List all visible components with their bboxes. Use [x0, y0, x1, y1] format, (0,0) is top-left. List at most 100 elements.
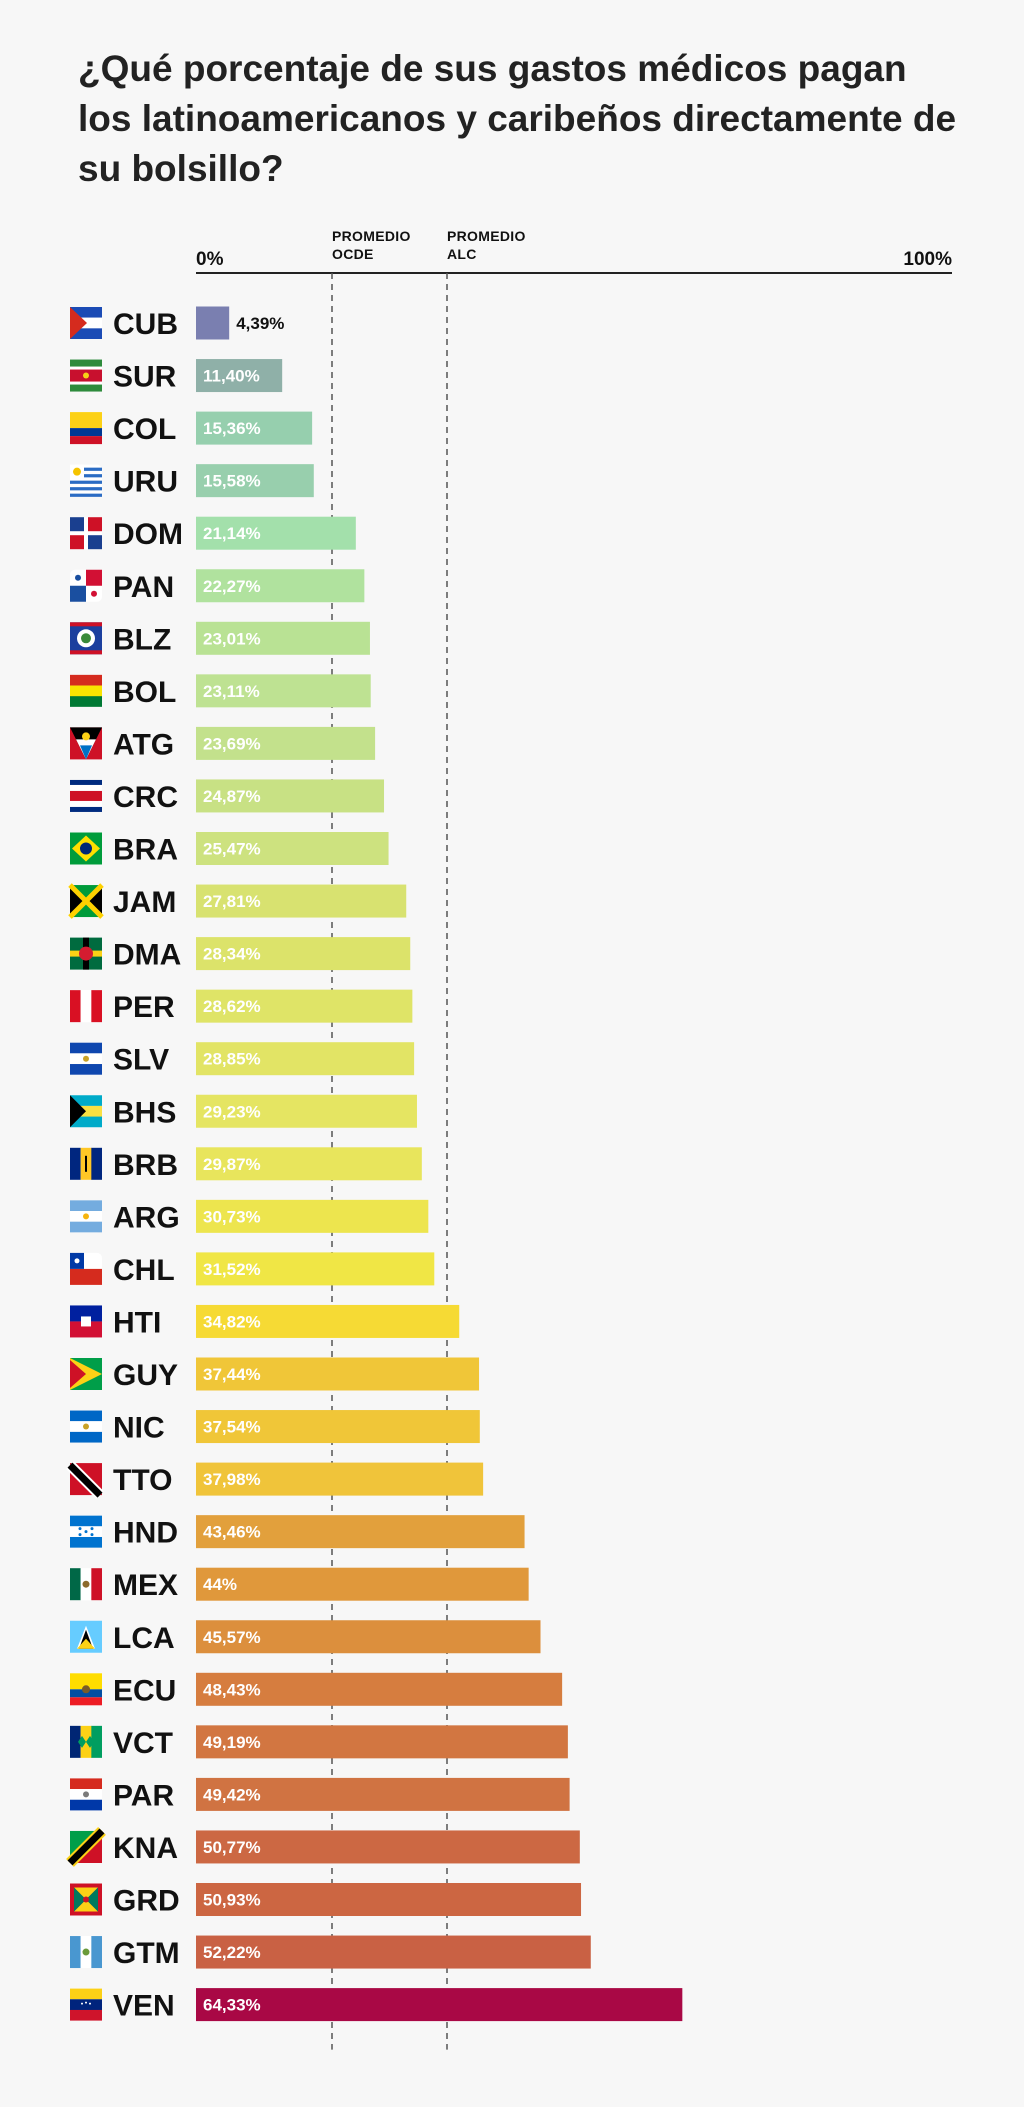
bar-value-label: 48,43% [203, 1680, 261, 1699]
dominica-flag-icon [70, 937, 102, 970]
country-code-label: ATG [113, 728, 174, 761]
bar [196, 674, 371, 708]
saint-lucia-flag-icon [70, 1620, 102, 1653]
bar [196, 516, 356, 550]
bar-value-label: 44% [203, 1575, 237, 1594]
paraguay-flag-icon [70, 1778, 102, 1811]
country-code-label: DMA [113, 939, 181, 972]
country-code-label: BHS [113, 1096, 176, 1129]
bar-value-label: 27,81% [203, 892, 261, 911]
country-code-label: CRC [113, 781, 178, 814]
country-code-label: ARG [113, 1201, 180, 1234]
bar [196, 1410, 480, 1444]
bar-value-label: 28,62% [203, 997, 261, 1016]
country-code-label: HND [113, 1517, 178, 1550]
bar [196, 779, 385, 813]
country-code-label: BLZ [113, 623, 171, 656]
bar [196, 1042, 415, 1076]
bar [196, 464, 314, 498]
antigua-and-barbuda-flag-icon [70, 727, 102, 760]
saint-vincent-flag-icon [70, 1725, 102, 1758]
bar [196, 1515, 525, 1549]
bar-value-label: 25,47% [203, 840, 261, 859]
country-code-label: ECU [113, 1674, 176, 1707]
chart-title: ¿Qué porcentaje de sus gastos médicos pa… [78, 48, 957, 189]
bar [196, 1094, 417, 1128]
brazil-flag-icon [70, 832, 102, 865]
bar [196, 1672, 563, 1706]
bar [196, 1567, 529, 1601]
bar [196, 1199, 429, 1233]
bar [196, 359, 283, 393]
bar-value-label: 23,01% [203, 629, 261, 648]
reference-label-line1: PROMEDIO [447, 228, 526, 244]
haiti-flag-icon [70, 1305, 102, 1338]
country-code-label: LCA [113, 1622, 175, 1655]
country-code-label: JAM [113, 886, 176, 919]
bar [196, 832, 389, 865]
bar [196, 989, 413, 1023]
belize-flag-icon [70, 622, 102, 655]
bar [196, 1147, 422, 1181]
reference-label-line2: OCDE [332, 246, 374, 262]
reference-label-line1: PROMEDIO [332, 228, 411, 244]
bar-value-label: 4,39% [236, 314, 284, 333]
jamaica-flag-icon [68, 883, 104, 919]
bar [196, 306, 230, 340]
bar [196, 1988, 683, 2022]
bar-value-label: 23,69% [203, 734, 261, 753]
bar [196, 1304, 460, 1338]
bar-value-label: 21,14% [203, 524, 261, 543]
suriname-flag-icon [70, 359, 102, 392]
country-code-label: SLV [113, 1044, 169, 1077]
bar-value-label: 29,87% [203, 1155, 261, 1174]
bar-value-label: 43,46% [203, 1523, 261, 1542]
bar [196, 1777, 570, 1811]
el-salvador-flag-icon [70, 1042, 102, 1075]
country-code-label: COL [113, 413, 176, 446]
bar [196, 937, 411, 971]
country-code-label: VEN [113, 1990, 175, 2023]
country-code-label: MEX [113, 1569, 178, 1602]
bar [196, 621, 370, 655]
bar-value-label: 28,34% [203, 945, 261, 964]
bar [196, 1357, 480, 1391]
argentina-flag-icon [70, 1200, 102, 1233]
mexico-flag-icon [70, 1568, 102, 1601]
bolivia-flag-icon [70, 674, 102, 707]
bahamas-flag-icon [70, 1095, 102, 1128]
bar-value-label: 34,82% [203, 1312, 261, 1331]
panama-flag-icon [70, 569, 102, 602]
trinidad-and-tobago-flag-icon [66, 1461, 104, 1499]
bar-value-label: 37,44% [203, 1365, 261, 1384]
country-code-label: PAR [113, 1779, 174, 1812]
guyana-flag-icon [70, 1358, 102, 1390]
dominican-republic-flag-icon [70, 517, 102, 550]
cuba-flag-icon [70, 307, 102, 339]
honduras-flag-icon [70, 1515, 102, 1548]
country-code-label: GUY [113, 1359, 178, 1392]
country-code-label: CHL [113, 1254, 175, 1287]
x-tick-label-max: 100% [903, 249, 952, 270]
bar-value-label: 15,58% [203, 472, 261, 491]
bar-value-label: 45,57% [203, 1628, 261, 1647]
grenada-flag-icon [70, 1883, 102, 1916]
bar [196, 726, 376, 760]
x-tick-label-min: 0% [196, 249, 224, 270]
country-code-label: PER [113, 991, 175, 1024]
venezuela-flag-icon [70, 1988, 102, 2021]
bar-value-label: 50,93% [203, 1891, 261, 1910]
country-code-label: BRA [113, 834, 178, 867]
country-code-label: NIC [113, 1412, 165, 1445]
uruguay-flag-icon [70, 464, 102, 497]
country-code-label: GRD [113, 1885, 180, 1918]
bar-value-label: 11,40% [203, 367, 260, 386]
country-code-label: GTM [113, 1937, 180, 1970]
bar-value-label: 22,27% [203, 577, 261, 596]
bar [196, 1252, 435, 1286]
bar-value-label: 52,22% [203, 1943, 261, 1962]
ecuador-flag-icon [70, 1673, 102, 1706]
bar-value-label: 64,33% [203, 1996, 261, 2015]
bar [196, 569, 365, 603]
costa-rica-flag-icon [70, 779, 102, 812]
